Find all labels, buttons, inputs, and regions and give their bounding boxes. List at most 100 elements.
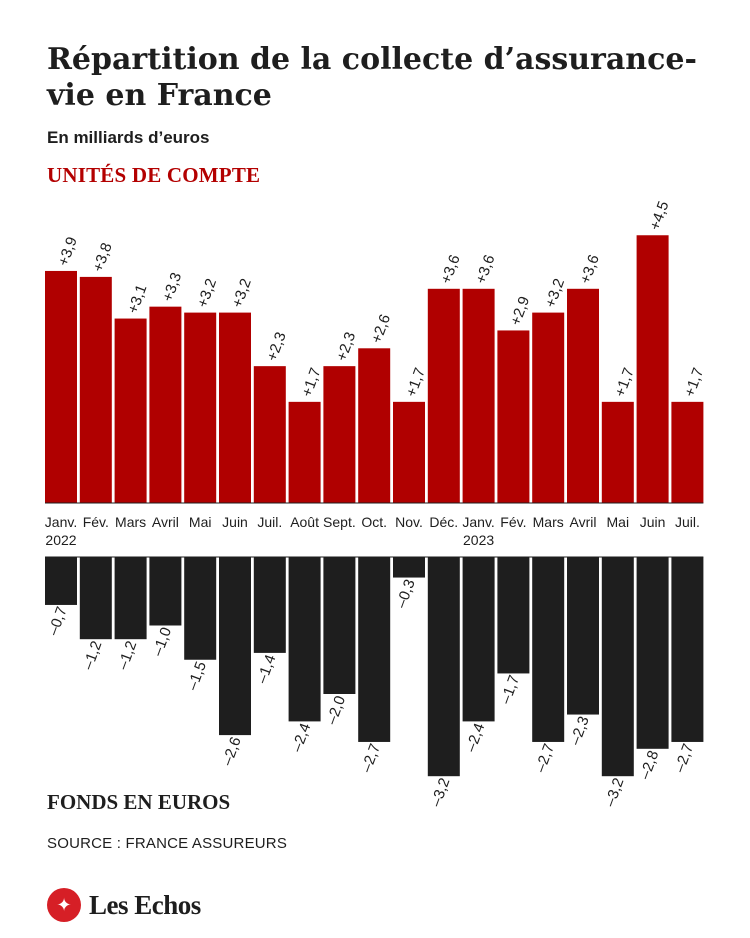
bar-units-9 bbox=[358, 348, 391, 503]
series-label-euros: FONDS EN EUROS bbox=[47, 790, 231, 814]
label-units-1: +3,8 bbox=[90, 241, 116, 275]
label-euros-12: –2,4 bbox=[462, 721, 488, 754]
month-label-15: Avril bbox=[570, 514, 597, 530]
label-euros-1: –1,2 bbox=[80, 639, 106, 672]
label-units-11: +3,6 bbox=[438, 253, 464, 287]
label-units-13: +2,9 bbox=[507, 294, 533, 328]
label-units-0: +3,9 bbox=[55, 235, 81, 269]
label-euros-13: –1,7 bbox=[497, 673, 523, 706]
label-euros-3: –1,0 bbox=[149, 625, 175, 658]
year-label-0: 2022 bbox=[45, 532, 76, 548]
label-euros-14: –2,7 bbox=[532, 742, 558, 775]
label-units-2: +3,1 bbox=[124, 282, 150, 316]
bar-units-3 bbox=[149, 306, 182, 503]
month-label-7: Août bbox=[290, 514, 319, 530]
bar-euros-2 bbox=[114, 557, 147, 640]
bar-units-14 bbox=[532, 312, 565, 503]
label-euros-10: –0,3 bbox=[393, 577, 419, 610]
bar-euros-12 bbox=[462, 557, 495, 722]
bar-units-13 bbox=[497, 330, 530, 503]
month-label-13: Fév. bbox=[500, 514, 526, 530]
bar-units-11 bbox=[427, 288, 460, 503]
month-label-10: Nov. bbox=[395, 514, 423, 530]
label-units-10: +1,7 bbox=[403, 366, 429, 400]
label-euros-18: –2,7 bbox=[671, 742, 697, 775]
bar-euros-6 bbox=[253, 557, 286, 653]
label-units-5: +3,2 bbox=[229, 276, 255, 310]
month-label-8: Sept. bbox=[323, 514, 356, 530]
bar-euros-14 bbox=[532, 557, 565, 742]
month-label-16: Mai bbox=[607, 514, 630, 530]
bar-euros-13 bbox=[497, 557, 530, 674]
month-label-3: Avril bbox=[152, 514, 179, 530]
month-label-2: Mars bbox=[115, 514, 146, 530]
label-euros-7: –2,4 bbox=[288, 721, 314, 754]
label-euros-6: –1,4 bbox=[254, 652, 280, 685]
label-units-9: +2,6 bbox=[368, 312, 394, 346]
month-label-14: Mars bbox=[533, 514, 564, 530]
bar-units-1 bbox=[79, 276, 112, 503]
bar-euros-1 bbox=[79, 557, 112, 640]
label-units-4: +3,2 bbox=[194, 276, 220, 310]
bar-euros-8 bbox=[323, 557, 356, 694]
bar-euros-10 bbox=[393, 557, 425, 578]
bar-units-7 bbox=[288, 401, 321, 503]
label-euros-15: –2,3 bbox=[567, 714, 593, 747]
brand-logo: ✦ Les Echos bbox=[47, 888, 201, 922]
bar-units-8 bbox=[323, 366, 356, 503]
bar-units-2 bbox=[114, 318, 147, 503]
bar-units-17 bbox=[636, 235, 669, 503]
bar-euros-0 bbox=[45, 557, 77, 605]
label-euros-9: –2,7 bbox=[358, 742, 384, 775]
bar-euros-16 bbox=[601, 557, 634, 777]
bar-units-0 bbox=[45, 270, 77, 503]
label-units-7: +1,7 bbox=[298, 366, 324, 400]
label-euros-17: –2,8 bbox=[636, 748, 662, 781]
month-label-6: Juil. bbox=[257, 514, 282, 530]
bar-units-10 bbox=[393, 401, 425, 503]
brand-name: Les Echos bbox=[89, 889, 201, 920]
bar-euros-3 bbox=[149, 557, 182, 626]
label-units-16: +1,7 bbox=[612, 366, 638, 400]
source-note: SOURCE : FRANCE ASSUREURS bbox=[47, 835, 288, 852]
label-euros-16: –3,2 bbox=[602, 776, 628, 809]
month-label-1: Fév. bbox=[83, 514, 109, 530]
label-euros-8: –2,0 bbox=[323, 694, 349, 727]
year-label-1: 2023 bbox=[463, 532, 494, 548]
bar-units-5 bbox=[219, 312, 251, 503]
month-label-12: Janv. bbox=[462, 514, 494, 530]
bar-units-12 bbox=[462, 288, 495, 503]
chart-subtitle: En milliards d’euros bbox=[47, 128, 210, 147]
label-euros-5: –2,6 bbox=[219, 735, 245, 768]
label-units-17: +4,5 bbox=[646, 199, 672, 233]
bar-euros-11 bbox=[427, 557, 460, 777]
chart-title: Répartition de la collecte d’assurance-v… bbox=[47, 42, 697, 113]
month-label-18: Juil. bbox=[675, 514, 700, 530]
month-label-4: Mai bbox=[189, 514, 212, 530]
month-label-0: Janv. bbox=[45, 514, 77, 530]
bar-units-18 bbox=[671, 401, 704, 503]
bar-units-6 bbox=[253, 366, 286, 503]
label-euros-2: –1,2 bbox=[114, 639, 140, 672]
series-label-units: UNITÉS DE COMPTE bbox=[47, 163, 261, 187]
label-euros-4: –1,5 bbox=[184, 659, 210, 692]
echos-emblem-icon: ✦ bbox=[47, 888, 81, 922]
bar-euros-7 bbox=[288, 557, 321, 722]
month-label-11: Déc. bbox=[429, 514, 458, 530]
bar-units-16 bbox=[601, 401, 634, 503]
bar-euros-17 bbox=[636, 557, 669, 749]
label-units-12: +3,6 bbox=[472, 253, 498, 287]
label-units-15: +3,6 bbox=[577, 253, 603, 287]
bar-euros-4 bbox=[184, 557, 217, 660]
label-euros-0: –0,7 bbox=[45, 605, 71, 638]
bar-units-15 bbox=[567, 288, 599, 503]
label-units-8: +2,3 bbox=[333, 330, 359, 364]
month-label-9: Oct. bbox=[361, 514, 387, 530]
month-label-17: Juin bbox=[640, 514, 666, 530]
bar-euros-5 bbox=[219, 557, 251, 736]
label-units-18: +1,7 bbox=[681, 366, 707, 400]
bar-euros-18 bbox=[671, 557, 704, 742]
bar-euros-15 bbox=[567, 557, 599, 715]
bar-units-4 bbox=[184, 312, 217, 503]
